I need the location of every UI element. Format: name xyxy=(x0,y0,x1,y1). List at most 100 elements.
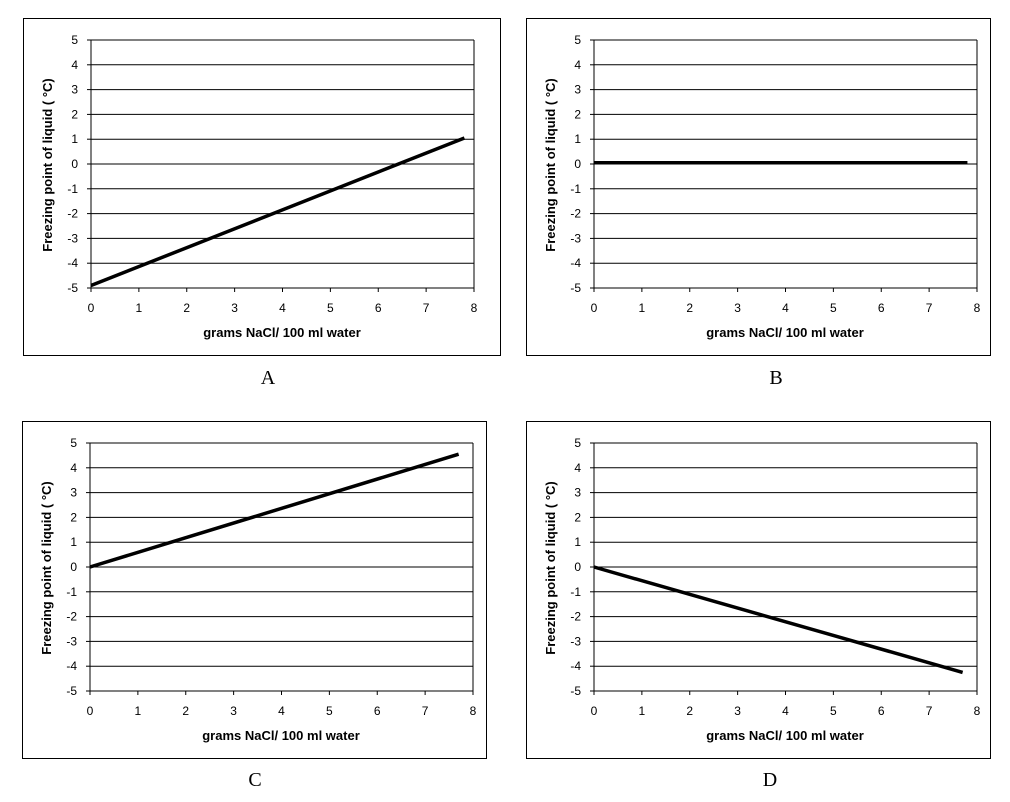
y-tick-label: 2 xyxy=(574,510,581,524)
x-tick-label: 0 xyxy=(591,704,598,718)
x-tick-label: 7 xyxy=(422,704,429,718)
y-tick-label: 4 xyxy=(71,58,78,72)
y-axis-label: Freezing point of liquid ( °C) xyxy=(543,78,558,251)
x-tick-label: 2 xyxy=(183,301,190,315)
y-tick-label: -2 xyxy=(66,610,77,624)
caption-b: B xyxy=(769,367,783,389)
x-tick-label: 1 xyxy=(639,704,646,718)
x-axis-label: grams NaCl/ 100 ml water xyxy=(706,325,864,340)
y-tick-label: 3 xyxy=(574,83,581,97)
y-axis-label: Freezing point of liquid ( °C) xyxy=(543,481,558,654)
y-tick-label: 4 xyxy=(574,461,581,475)
y-axis-label: Freezing point of liquid ( °C) xyxy=(40,78,55,251)
chart-b-svg: Freezing point of liquid ( °C) grams NaC… xyxy=(543,33,981,340)
y-tick-label: 4 xyxy=(574,58,581,72)
y-tick-label: -2 xyxy=(67,207,78,221)
y-tick-label: -3 xyxy=(66,634,77,648)
x-axis-label: grams NaCl/ 100 ml water xyxy=(203,325,361,340)
y-tick-label: 1 xyxy=(70,535,77,549)
x-axis-label: grams NaCl/ 100 ml water xyxy=(202,728,360,743)
x-tick-label: 8 xyxy=(471,301,478,315)
x-tick-label: 3 xyxy=(230,704,237,718)
x-tick-label: 3 xyxy=(231,301,238,315)
y-tick-label: -4 xyxy=(66,659,77,673)
x-tick-label: 7 xyxy=(423,301,430,315)
x-tick-label: 1 xyxy=(135,704,142,718)
x-tick-label: 2 xyxy=(686,301,693,315)
y-tick-label: -3 xyxy=(570,634,581,648)
y-tick-label: -4 xyxy=(570,256,581,270)
x-tick-label: 0 xyxy=(87,704,94,718)
y-tick-label: -1 xyxy=(570,182,581,196)
y-tick-label: -4 xyxy=(67,256,78,270)
x-tick-label: 6 xyxy=(878,704,885,718)
y-tick-label: 1 xyxy=(71,132,78,146)
x-tick-label: 5 xyxy=(830,301,837,315)
x-tick-label: 6 xyxy=(878,301,885,315)
y-tick-label: -2 xyxy=(570,610,581,624)
x-tick-label: 2 xyxy=(686,704,693,718)
x-tick-label: 6 xyxy=(374,704,381,718)
chart-c-svg: Freezing point of liquid ( °C) grams NaC… xyxy=(39,436,477,743)
x-tick-label: 2 xyxy=(182,704,189,718)
y-tick-label: -1 xyxy=(66,585,77,599)
x-tick-label: 5 xyxy=(326,704,333,718)
chart-a: Freezing point of liquid ( °C) grams NaC… xyxy=(23,18,501,356)
caption-d: D xyxy=(762,769,778,791)
chart-a-svg: Freezing point of liquid ( °C) grams NaC… xyxy=(40,33,478,340)
y-tick-label: -1 xyxy=(570,585,581,599)
y-tick-label: -1 xyxy=(67,182,78,196)
y-tick-label: 3 xyxy=(71,83,78,97)
x-tick-label: 5 xyxy=(830,704,837,718)
y-tick-label: 0 xyxy=(70,560,77,574)
y-tick-label: 5 xyxy=(71,33,78,47)
y-tick-label: -5 xyxy=(67,281,78,295)
x-tick-label: 0 xyxy=(591,301,598,315)
y-tick-label: 3 xyxy=(70,486,77,500)
x-tick-label: 0 xyxy=(88,301,95,315)
y-tick-label: 5 xyxy=(574,33,581,47)
x-tick-label: 1 xyxy=(136,301,143,315)
x-tick-label: 6 xyxy=(375,301,382,315)
x-tick-label: 3 xyxy=(734,704,741,718)
y-axis-label: Freezing point of liquid ( °C) xyxy=(39,481,54,654)
y-tick-label: 0 xyxy=(574,157,581,171)
series-line xyxy=(89,452,460,569)
y-tick-label: -5 xyxy=(570,281,581,295)
series-line xyxy=(90,136,466,288)
y-tick-label: -2 xyxy=(570,207,581,221)
x-tick-label: 4 xyxy=(782,704,789,718)
y-tick-label: 0 xyxy=(71,157,78,171)
caption-a: A xyxy=(260,367,276,389)
y-tick-label: 2 xyxy=(71,107,78,121)
x-tick-label: 8 xyxy=(470,704,477,718)
y-tick-label: -5 xyxy=(570,684,581,698)
y-tick-label: 3 xyxy=(574,486,581,500)
chart-d-svg: Freezing point of liquid ( °C) grams NaC… xyxy=(543,436,981,743)
y-tick-label: 2 xyxy=(574,107,581,121)
x-axis-label: grams NaCl/ 100 ml water xyxy=(706,728,864,743)
x-tick-label: 4 xyxy=(279,301,286,315)
caption-c: C xyxy=(248,769,262,791)
x-tick-label: 5 xyxy=(327,301,334,315)
y-tick-label: 1 xyxy=(574,132,581,146)
y-tick-label: 4 xyxy=(70,461,77,475)
x-tick-label: 3 xyxy=(734,301,741,315)
x-tick-label: 1 xyxy=(639,301,646,315)
x-tick-label: 4 xyxy=(782,301,789,315)
x-tick-label: 4 xyxy=(278,704,285,718)
y-tick-label: 2 xyxy=(70,510,77,524)
series-line xyxy=(593,565,964,675)
x-tick-label: 7 xyxy=(926,704,933,718)
y-tick-label: 5 xyxy=(70,436,77,450)
chart-d: Freezing point of liquid ( °C) grams NaC… xyxy=(526,421,991,759)
y-tick-label: -4 xyxy=(570,659,581,673)
chart-b: Freezing point of liquid ( °C) grams NaC… xyxy=(526,18,991,356)
y-tick-label: 5 xyxy=(574,436,581,450)
y-tick-label: -3 xyxy=(570,231,581,245)
y-tick-label: 1 xyxy=(574,535,581,549)
x-tick-label: 7 xyxy=(926,301,933,315)
y-tick-label: -3 xyxy=(67,231,78,245)
x-tick-label: 8 xyxy=(974,704,981,718)
chart-c: Freezing point of liquid ( °C) grams NaC… xyxy=(22,421,487,759)
